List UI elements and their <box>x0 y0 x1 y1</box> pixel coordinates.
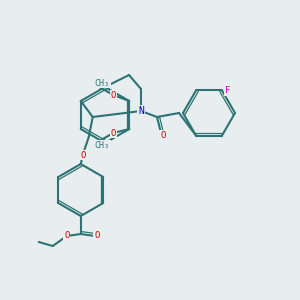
Text: O: O <box>111 91 116 100</box>
Text: O: O <box>94 232 99 241</box>
Text: CH₃: CH₃ <box>95 79 110 88</box>
Text: O: O <box>111 128 116 137</box>
Text: O: O <box>80 151 86 160</box>
Text: O: O <box>64 232 69 241</box>
Text: N: N <box>138 106 144 116</box>
Text: CH₃: CH₃ <box>95 140 110 149</box>
Text: O: O <box>160 130 166 140</box>
Text: F: F <box>225 86 231 95</box>
